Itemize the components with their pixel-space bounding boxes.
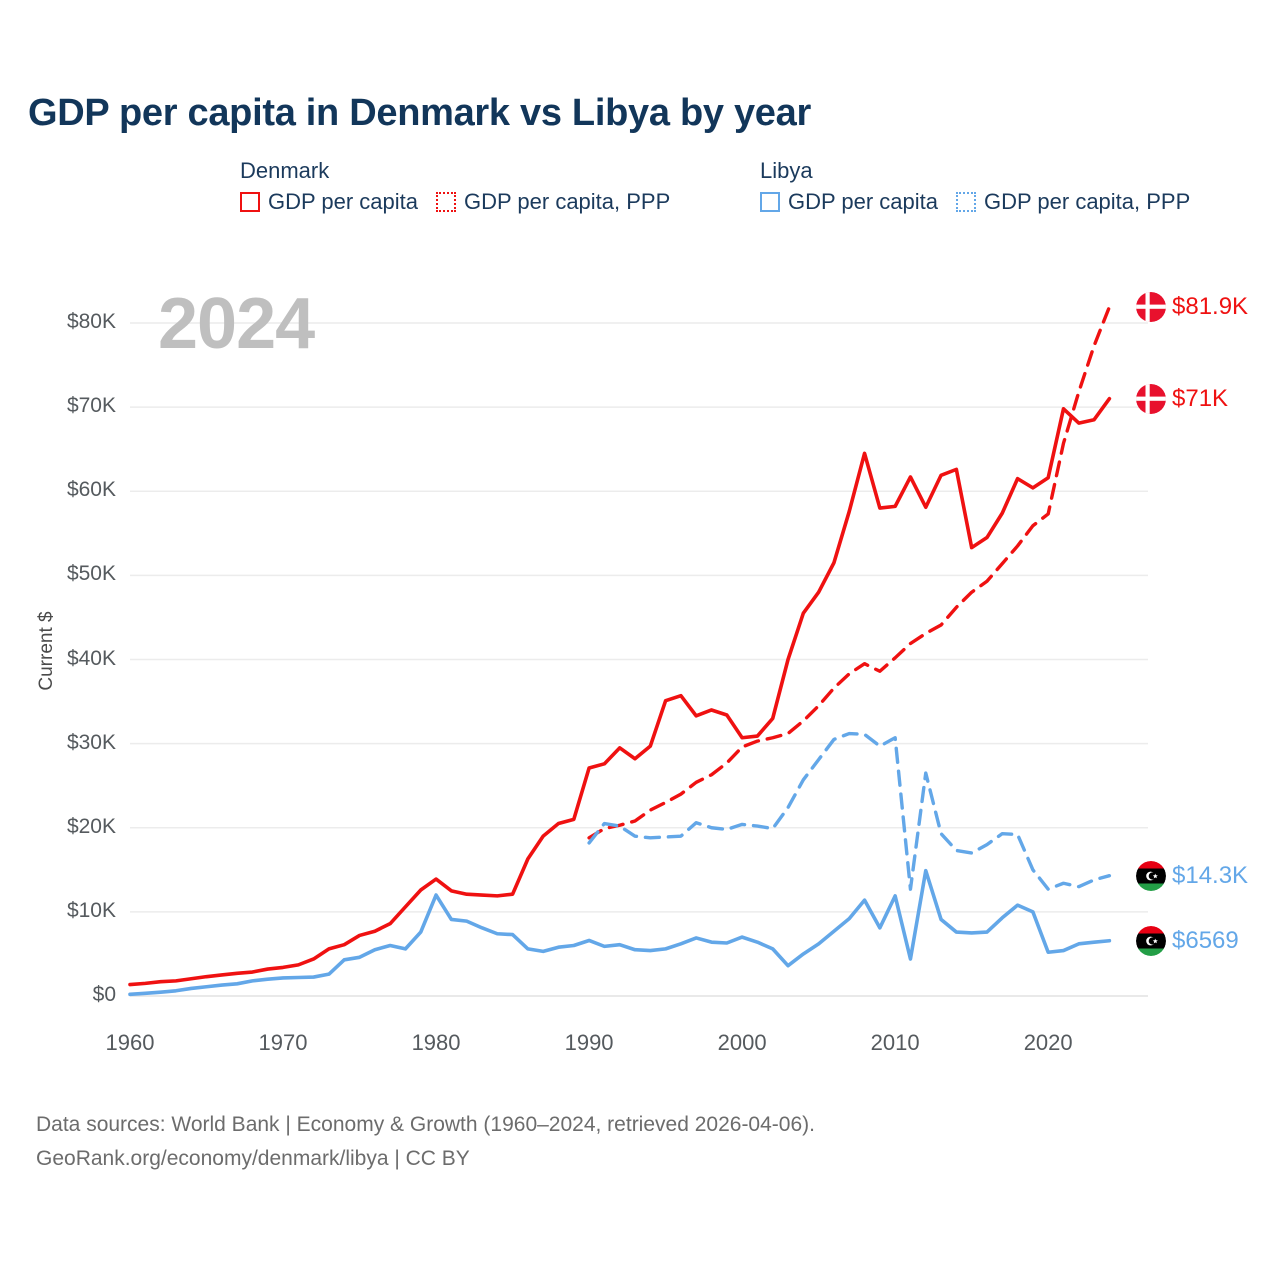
legend-label-denmark-ppp: GDP per capita, PPP — [464, 189, 671, 214]
libya-flag-icon — [1136, 925, 1166, 956]
x-tick-label: 1980 — [411, 1030, 461, 1055]
legend-label-denmark-gdp: GDP per capita — [268, 189, 419, 214]
y-tick-label: $20K — [66, 814, 116, 838]
legend-swatch-solid-icon — [240, 192, 260, 212]
page-title: GDP per capita in Denmark vs Libya by ye… — [28, 92, 811, 134]
footer-data-sources: Data sources: World Bank | Economy & Gro… — [36, 1113, 815, 1136]
x-tick-label: 2020 — [1023, 1030, 1073, 1055]
end-label-value: $6569 — [1172, 926, 1239, 954]
footer: Data sources: World Bank | Economy & Gro… — [36, 1108, 815, 1176]
legend-item-denmark-gdp[interactable]: GDP per capita — [240, 191, 418, 213]
y-tick-label: $0 — [92, 983, 116, 1006]
legend-item-libya-gdp[interactable]: GDP per capita — [760, 191, 938, 213]
legend-swatch-solid-icon — [760, 192, 780, 212]
chart-legend: Denmark GDP per capita GDP per capita, P… — [0, 160, 1280, 240]
legend-swatch-dotted-icon — [436, 192, 457, 212]
y-tick-label: $80K — [66, 310, 116, 333]
end-label-libya-gdp: $6569 — [1136, 925, 1239, 956]
legend-country-denmark: Denmark — [240, 158, 330, 183]
footer-attribution: GeoRank.org/economy/denmark/libya | CC B… — [36, 1147, 470, 1170]
x-tick-label: 1990 — [564, 1030, 614, 1055]
end-label-value: $14.3K — [1172, 861, 1249, 889]
y-tick-label: $10K — [66, 898, 116, 922]
legend-item-libya-ppp[interactable]: GDP per capita, PPP — [956, 191, 1190, 213]
end-label-value: $81.9K — [1172, 293, 1249, 321]
series-line-0 — [128, 396, 1112, 987]
legend-label-libya-ppp: GDP per capita, PPP — [984, 189, 1191, 214]
y-tick-label: $50K — [66, 562, 116, 586]
series-line-1 — [587, 305, 1112, 840]
x-tick-label: 1970 — [258, 1030, 308, 1055]
end-label-value: $71K — [1172, 384, 1229, 412]
libya-flag-icon — [1136, 860, 1166, 891]
y-tick-label: $30K — [66, 730, 116, 754]
legend-item-denmark-ppp[interactable]: GDP per capita, PPP — [436, 191, 670, 213]
y-tick-label: $40K — [66, 646, 116, 670]
legend-swatch-dotted-icon — [956, 192, 977, 212]
end-label-libya-ppp: $14.3K — [1136, 860, 1249, 891]
year-watermark: 2024 — [158, 284, 315, 364]
legend-label-libya-gdp: GDP per capita — [788, 189, 939, 214]
x-tick-label: 2000 — [717, 1030, 767, 1055]
denmark-flag-icon — [1136, 292, 1166, 323]
legend-group-libya: Libya GDP per capita GDP per capita, PPP — [760, 160, 1190, 213]
series-line-3 — [587, 731, 1112, 891]
x-tick-label: 2010 — [870, 1030, 920, 1055]
denmark-flag-icon — [1136, 383, 1166, 414]
y-tick-label: $70K — [66, 394, 116, 418]
series-line-2 — [128, 868, 1112, 997]
legend-country-libya: Libya — [760, 158, 813, 183]
y-tick-label: $60K — [66, 478, 116, 502]
legend-group-denmark: Denmark GDP per capita GDP per capita, P… — [240, 160, 670, 213]
end-label-denmark-gdp: $71K — [1136, 383, 1229, 414]
x-tick-label: 1960 — [105, 1030, 155, 1055]
end-label-denmark-ppp: $81.9K — [1136, 292, 1249, 323]
